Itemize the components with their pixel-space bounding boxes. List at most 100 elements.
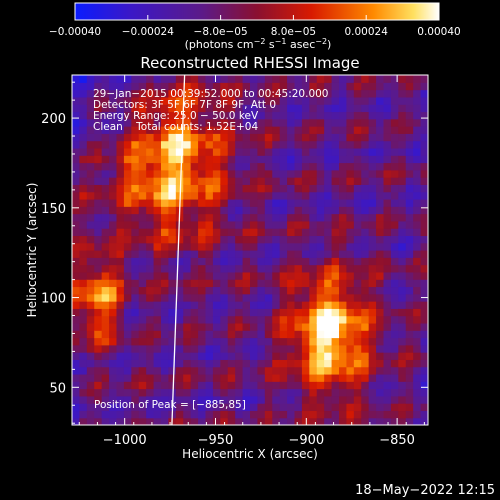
heatmap-cell	[309, 140, 318, 149]
heatmap-cell	[212, 155, 221, 164]
heatmap-cell	[205, 308, 214, 317]
heatmap-cell	[257, 235, 266, 244]
heatmap-cell	[183, 330, 192, 339]
heatmap-cell	[235, 301, 244, 309]
heatmap-cell	[123, 169, 132, 178]
heatmap-cell	[331, 198, 340, 207]
y-tick-label: 200	[41, 112, 66, 127]
heatmap-cell	[279, 308, 288, 317]
heatmap-cell	[413, 315, 422, 324]
heatmap-cell	[287, 417, 296, 425]
heatmap-cell	[339, 177, 348, 185]
heatmap-cell	[235, 344, 244, 353]
heatmap-cell	[301, 242, 310, 251]
heatmap-cell	[309, 271, 318, 280]
heatmap-cell	[413, 403, 422, 412]
heatmap-cell	[86, 184, 95, 193]
heatmap-cell	[413, 147, 422, 156]
heatmap-cell	[227, 417, 236, 425]
heatmap-cell	[86, 96, 95, 105]
heatmap-cell	[94, 89, 103, 98]
heatmap-cell	[264, 322, 273, 331]
heatmap-cell	[227, 373, 236, 382]
heatmap-cell	[227, 242, 236, 251]
heatmap-cell	[294, 89, 303, 98]
heatmap-cell	[212, 344, 221, 353]
heatmap-cell	[86, 330, 95, 339]
heatmap-cell	[190, 126, 199, 134]
heatmap-cell	[123, 403, 132, 412]
heatmap-cell	[242, 133, 251, 142]
heatmap-cell	[324, 82, 333, 91]
heatmap-cell	[383, 184, 392, 193]
heatmap-cell	[264, 301, 273, 309]
heatmap-cell	[346, 279, 355, 288]
heatmap-cell	[175, 155, 184, 164]
heatmap-cell	[376, 330, 385, 339]
heatmap-cell	[346, 250, 355, 258]
heatmap-cell	[309, 162, 318, 171]
heatmap-cell	[353, 220, 362, 229]
heatmap-cell	[168, 242, 177, 251]
heatmap-cell	[309, 257, 318, 266]
heatmap-cell	[287, 220, 296, 229]
heatmap-cell	[190, 271, 199, 280]
heatmap-cell	[101, 104, 110, 113]
heatmap-cell	[405, 337, 414, 346]
heatmap-cell	[390, 359, 399, 368]
heatmap-cell	[279, 75, 288, 83]
heatmap-cell	[250, 111, 259, 120]
heatmap-cell	[398, 184, 407, 193]
heatmap-cell	[79, 359, 88, 368]
heatmap-cell	[242, 293, 251, 302]
heatmap-cell	[146, 352, 155, 360]
heatmap-cell	[279, 126, 288, 134]
heatmap-cell	[168, 366, 177, 375]
heatmap-cell	[294, 250, 303, 258]
heatmap-cell	[257, 381, 266, 390]
heatmap-cell	[413, 242, 422, 251]
heatmap-cell	[86, 271, 95, 280]
heatmap-cell	[212, 403, 221, 412]
heatmap-cell	[346, 315, 355, 324]
heatmap-cell	[72, 228, 81, 237]
heatmap-cell	[272, 337, 281, 346]
heatmap-cell	[72, 177, 81, 185]
heatmap-cell	[346, 235, 355, 244]
heatmap-cell	[109, 75, 118, 83]
heatmap-cell	[94, 184, 103, 193]
heatmap-cell	[190, 96, 199, 105]
heatmap-cell	[183, 82, 192, 91]
heatmap-cell	[212, 359, 221, 368]
heatmap-cell	[257, 228, 266, 237]
heatmap-cell	[309, 228, 318, 237]
heatmap-cell	[123, 133, 132, 142]
heatmap-cell	[94, 177, 103, 185]
heatmap-cell	[205, 286, 214, 295]
heatmap-cell	[316, 264, 325, 273]
heatmap-cell	[153, 257, 162, 266]
heatmap-cell	[79, 301, 88, 309]
heatmap-cell	[79, 337, 88, 346]
heatmap-cell	[227, 352, 236, 360]
heatmap-cell	[346, 366, 355, 375]
heatmap-cell	[161, 184, 170, 193]
heatmap-cell	[405, 308, 414, 317]
heatmap-cell	[383, 242, 392, 251]
heatmap-cell	[101, 162, 110, 171]
heatmap-cell	[413, 264, 422, 273]
heatmap-cell	[161, 118, 170, 127]
heatmap-cell	[383, 257, 392, 266]
heatmap-cell	[287, 410, 296, 419]
heatmap-cell	[316, 242, 325, 251]
heatmap-cell	[390, 184, 399, 193]
heatmap-cell	[183, 344, 192, 353]
heatmap-cell	[420, 366, 428, 375]
heatmap-cell	[361, 220, 370, 229]
heatmap-cell	[264, 250, 273, 258]
heatmap-cell	[368, 140, 377, 149]
heatmap-cell	[146, 213, 155, 222]
heatmap-cell	[79, 177, 88, 185]
heatmap-cell	[79, 279, 88, 288]
heatmap-cell	[390, 75, 399, 83]
